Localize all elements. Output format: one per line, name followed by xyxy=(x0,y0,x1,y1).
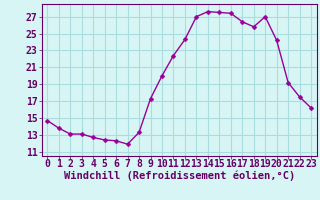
X-axis label: Windchill (Refroidissement éolien,°C): Windchill (Refroidissement éolien,°C) xyxy=(64,170,295,181)
